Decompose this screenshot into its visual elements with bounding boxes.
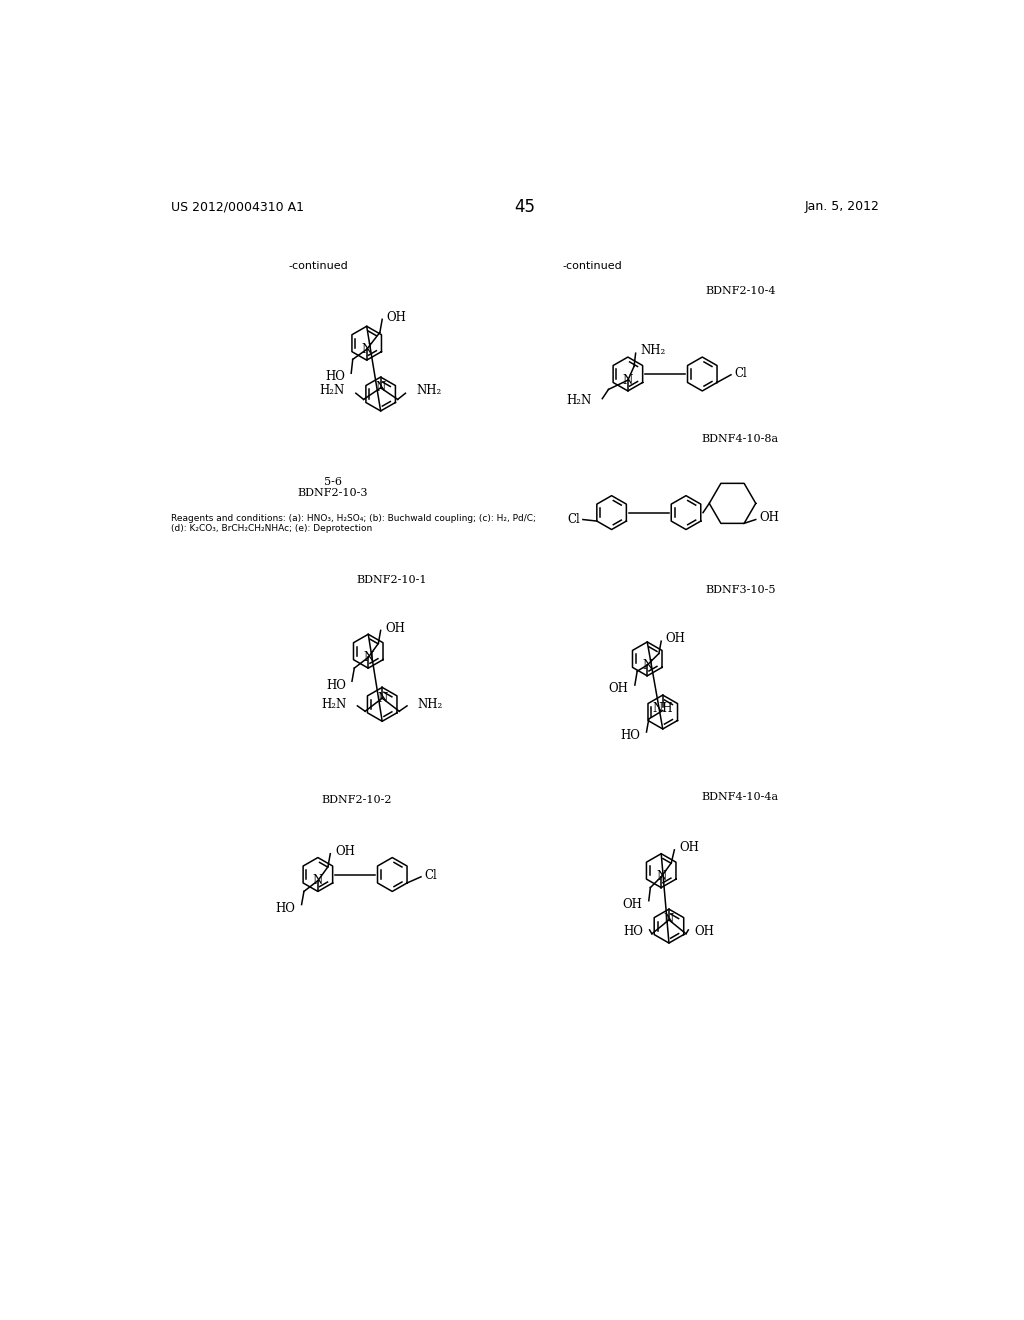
Text: N: N [312, 874, 323, 887]
Text: -continued: -continued [562, 261, 622, 271]
Text: N: N [623, 374, 633, 387]
Text: N: N [642, 659, 652, 672]
Text: N: N [664, 913, 674, 927]
Text: 5-6: 5-6 [324, 477, 342, 487]
Text: BDNF2-10-2: BDNF2-10-2 [322, 795, 392, 805]
Text: OH: OH [666, 632, 686, 645]
Text: N: N [376, 381, 386, 395]
Text: N: N [361, 343, 372, 356]
Text: OH: OH [623, 898, 643, 911]
Text: HO: HO [326, 370, 345, 383]
Text: H₂N: H₂N [566, 393, 592, 407]
Text: BDNF3-10-5: BDNF3-10-5 [705, 585, 775, 594]
Text: OH: OH [694, 925, 715, 939]
Text: N: N [656, 870, 667, 883]
Text: (d): K₂CO₃, BrCH₂CH₂NHAc; (e): Deprotection: (d): K₂CO₃, BrCH₂CH₂NHAc; (e): Deprotect… [171, 524, 372, 533]
Text: NH₂: NH₂ [640, 343, 666, 356]
Text: N: N [377, 692, 387, 705]
Text: OH: OH [609, 682, 629, 696]
Text: OH: OH [387, 310, 407, 323]
Text: OH: OH [335, 845, 354, 858]
Text: BDNF2-10-1: BDNF2-10-1 [356, 576, 427, 585]
Text: HO: HO [621, 730, 640, 742]
Text: HO: HO [326, 678, 346, 692]
Text: 45: 45 [514, 198, 536, 216]
Text: NH₂: NH₂ [418, 698, 443, 711]
Text: Cl: Cl [567, 513, 580, 527]
Text: NH: NH [652, 702, 673, 714]
Text: -continued: -continued [289, 261, 348, 271]
Text: BDNF2-10-3: BDNF2-10-3 [297, 487, 368, 498]
Text: HO: HO [275, 902, 295, 915]
Text: H₂N: H₂N [322, 698, 346, 711]
Text: BDNF2-10-4: BDNF2-10-4 [705, 286, 775, 296]
Text: NH₂: NH₂ [417, 384, 441, 397]
Text: N: N [364, 651, 374, 664]
Text: Jan. 5, 2012: Jan. 5, 2012 [805, 201, 880, 214]
Text: OH: OH [385, 622, 406, 635]
Text: BDNF4-10-4a: BDNF4-10-4a [701, 792, 779, 803]
Text: Reagents and conditions: (a): HNO₃, H₂SO₄; (b): Buchwald coupling; (c): H₂, Pd/C: Reagents and conditions: (a): HNO₃, H₂SO… [171, 515, 536, 523]
Text: US 2012/0004310 A1: US 2012/0004310 A1 [171, 201, 304, 214]
Text: Cl: Cl [424, 869, 437, 882]
Text: HO: HO [624, 925, 643, 939]
Text: OH: OH [679, 841, 699, 854]
Text: BDNF4-10-8a: BDNF4-10-8a [701, 434, 779, 445]
Text: H₂N: H₂N [319, 384, 345, 397]
Text: Cl: Cl [734, 367, 746, 380]
Text: OH: OH [760, 511, 779, 524]
